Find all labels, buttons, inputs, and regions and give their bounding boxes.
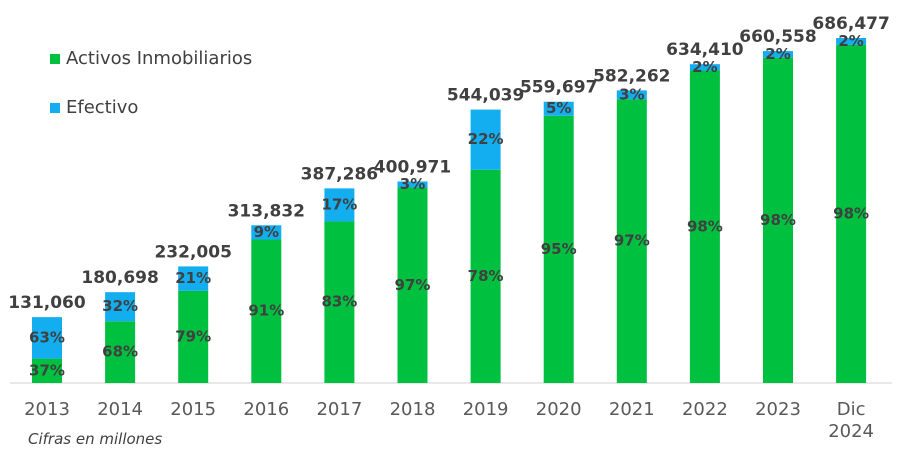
segment-label: 98%: [687, 217, 723, 235]
total-label: 559,697: [520, 78, 597, 98]
total-label: 387,286: [301, 164, 378, 184]
total-label: 313,832: [228, 201, 305, 221]
footnote: Cifras en millones: [28, 430, 163, 448]
total-label: 131,060: [8, 293, 86, 313]
bar-segment: [763, 51, 793, 58]
legend-label: Activos Inmobiliarios: [66, 48, 252, 69]
legend-swatch: [50, 103, 60, 113]
bar-segment: [105, 292, 136, 322]
segment-label: 2%: [838, 32, 863, 50]
x-tick-label: 2020: [535, 399, 582, 420]
segment-label: 98%: [760, 211, 796, 229]
bar-segment: [470, 109, 501, 170]
bar-segment: [32, 358, 62, 383]
total-label: 400,971: [374, 157, 451, 177]
segment-label: 68%: [102, 343, 138, 361]
total-label: 634,410: [666, 40, 744, 60]
bar-segment: [689, 64, 720, 71]
segment-label: 22%: [468, 130, 504, 148]
legend-label: Efectivo: [66, 97, 138, 118]
bar-segment: [251, 239, 282, 383]
segment-label: 2%: [765, 45, 790, 63]
x-tick-label: 2021: [608, 399, 655, 420]
bar-segment: [763, 57, 793, 383]
segment-label: 2%: [692, 58, 717, 76]
bar-segment: [836, 44, 867, 384]
bar-segment: [543, 101, 574, 116]
bar-segment: [616, 90, 647, 100]
segment-label: 97%: [395, 276, 431, 294]
bar-segment: [836, 38, 867, 45]
segment-label: 63%: [29, 328, 65, 346]
bar-segment: [178, 290, 209, 383]
x-tick-label: Dic 2024: [828, 399, 874, 442]
segment-label: 95%: [541, 240, 577, 258]
bar-segment: [543, 115, 574, 384]
segment-label: 98%: [833, 204, 869, 222]
x-tick-label: 2013: [24, 399, 70, 420]
segment-label: 17%: [321, 195, 357, 213]
total-label: 544,039: [447, 86, 524, 106]
segment-label: 3%: [619, 85, 644, 103]
x-tick-label: 2014: [97, 399, 143, 420]
bar-segment: [324, 188, 355, 222]
segment-label: 5%: [546, 99, 571, 117]
segment-label: 83%: [321, 293, 357, 311]
total-label: 686,477: [812, 14, 889, 34]
total-label: 660,558: [739, 27, 816, 47]
segment-label: 21%: [175, 269, 211, 287]
bar-segment: [397, 187, 428, 383]
bar-segment: [32, 317, 62, 359]
bar-segment: [251, 225, 282, 240]
legend-swatch: [50, 54, 60, 64]
total-label: 232,005: [154, 242, 231, 262]
total-label: 180,698: [81, 268, 158, 288]
segment-label: 78%: [468, 267, 504, 285]
segment-label: 37%: [29, 361, 65, 379]
bar-segment: [324, 221, 355, 383]
x-tick-label: 2016: [243, 399, 290, 420]
bar-segment: [178, 266, 209, 291]
segment-label: 79%: [175, 327, 211, 345]
segment-label: 97%: [614, 232, 650, 250]
x-tick-label: 2019: [462, 399, 509, 420]
bar-segment: [689, 70, 720, 383]
x-tick-label: 2023: [755, 399, 801, 420]
bar-segment: [397, 181, 428, 188]
x-tick-label: 2022: [681, 399, 728, 420]
bar-segment: [616, 99, 647, 383]
x-tick-label: 2018: [389, 399, 436, 420]
total-label: 582,262: [593, 66, 670, 86]
bar-segment: [470, 169, 501, 383]
bar-segment: [105, 321, 136, 383]
segment-label: 32%: [102, 297, 138, 315]
segment-label: 3%: [400, 175, 425, 193]
x-tick-label: 2015: [170, 399, 217, 420]
x-tick-label: 2017: [316, 399, 363, 420]
segment-label: 91%: [248, 302, 284, 320]
segment-label: 9%: [254, 223, 279, 241]
